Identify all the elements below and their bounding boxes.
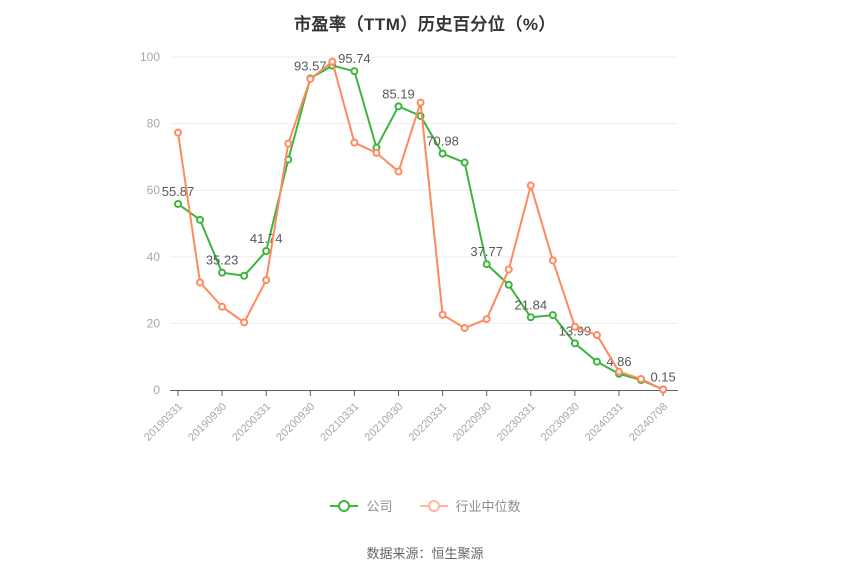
legend-label-company: 公司 xyxy=(366,499,393,514)
svg-text:55.87: 55.87 xyxy=(162,184,195,199)
chart-title: 市盈率（TTM）历史百分位（%） xyxy=(293,15,557,34)
x-axis xyxy=(170,390,678,396)
svg-text:35.23: 35.23 xyxy=(206,253,239,268)
svg-text:85.19: 85.19 xyxy=(382,86,415,101)
data-source-text: 数据来源：恒生聚源 xyxy=(366,546,484,561)
svg-text:100: 100 xyxy=(140,50,160,64)
svg-text:13.99: 13.99 xyxy=(559,323,592,338)
svg-text:20190930: 20190930 xyxy=(186,401,229,444)
legend-item-company[interactable]: 公司 xyxy=(329,496,393,515)
chart-legend: 公司 行业中位数 xyxy=(0,496,850,515)
svg-text:20240708: 20240708 xyxy=(627,401,670,444)
svg-text:70.98: 70.98 xyxy=(426,134,459,149)
series-industry-median xyxy=(174,57,668,394)
svg-text:20210930: 20210930 xyxy=(363,401,406,444)
svg-text:4.86: 4.86 xyxy=(606,354,631,369)
data-labels: 55.87 35.23 41.74 93.57 95.74 85.19 70.98 37.77… xyxy=(162,51,676,384)
legend-label-industry-median: 行业中位数 xyxy=(455,499,521,514)
svg-text:20220331: 20220331 xyxy=(407,401,450,444)
svg-text:95.74: 95.74 xyxy=(338,51,371,66)
y-gridlines xyxy=(170,56,678,324)
industry-line-marker-icon xyxy=(419,499,448,512)
svg-text:20200331: 20200331 xyxy=(230,401,273,444)
svg-text:20190331: 20190331 xyxy=(142,401,185,444)
svg-text:20230331: 20230331 xyxy=(495,401,538,444)
svg-text:0.15: 0.15 xyxy=(650,370,675,385)
svg-text:40: 40 xyxy=(147,250,161,264)
svg-text:20230930: 20230930 xyxy=(539,401,582,444)
chart-canvas: 0 20 40 60 80 100 20190331 20190930 20200331 2020… xyxy=(140,50,678,444)
svg-text:20210331: 20210331 xyxy=(318,401,361,444)
svg-text:93.57: 93.57 xyxy=(294,58,327,73)
svg-text:60: 60 xyxy=(147,183,161,197)
svg-text:20220930: 20220930 xyxy=(451,401,494,444)
svg-text:21.84: 21.84 xyxy=(515,297,548,312)
svg-text:20240331: 20240331 xyxy=(583,401,626,444)
svg-text:20200930: 20200930 xyxy=(274,401,317,444)
svg-text:80: 80 xyxy=(147,117,161,131)
svg-text:41.74: 41.74 xyxy=(250,231,283,246)
svg-text:20: 20 xyxy=(147,316,161,330)
y-axis-labels: 0 20 40 60 80 100 xyxy=(140,50,160,397)
legend-item-industry-median[interactable]: 行业中位数 xyxy=(419,496,521,515)
svg-text:37.77: 37.77 xyxy=(470,244,503,259)
x-axis-labels: 20190331 20190930 20200331 20200930 20210331… xyxy=(142,401,670,444)
svg-text:0: 0 xyxy=(153,383,160,397)
company-line-marker-icon xyxy=(330,499,359,512)
